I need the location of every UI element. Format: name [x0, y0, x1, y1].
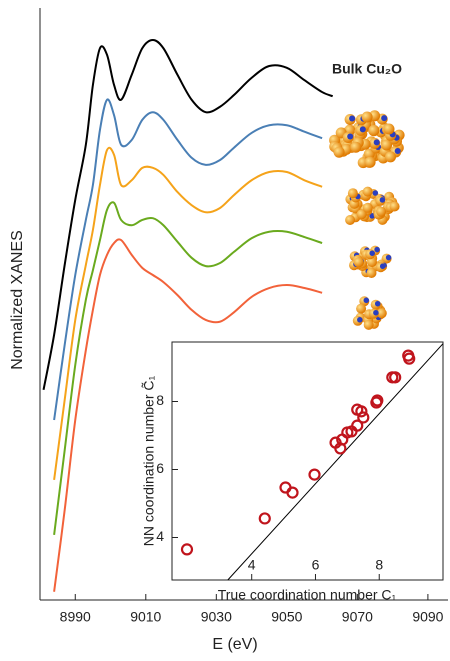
- cu-atom: [354, 257, 364, 267]
- o-atom: [357, 317, 363, 323]
- x-tick-label: 4: [248, 557, 256, 573]
- nanoparticles: [329, 110, 405, 330]
- cu-atom: [365, 157, 376, 168]
- inset-y-label: NN coordination number C̃₁: [140, 375, 156, 546]
- x-tick-label: 9070: [342, 609, 373, 625]
- cu-atom: [390, 202, 400, 212]
- y-tick-label: 4: [156, 528, 164, 544]
- y-tick-label: 6: [156, 460, 164, 476]
- o-atom: [373, 310, 379, 316]
- o-atom: [375, 301, 381, 307]
- o-atom: [381, 115, 387, 121]
- cu-atom: [376, 207, 386, 217]
- cu-atom: [368, 125, 379, 136]
- figure: Normalized XANES E (eV) Bulk Cu₂O True c…: [0, 0, 450, 656]
- o-atom: [395, 148, 401, 154]
- cu-atom: [345, 215, 355, 225]
- y-axis-label: Normalized XANES: [9, 230, 26, 370]
- cu-atom: [348, 188, 358, 198]
- x-tick-label: 9010: [130, 609, 161, 625]
- cu-atom: [367, 268, 377, 278]
- x-tick-label: 9050: [271, 609, 302, 625]
- o-atom: [374, 139, 380, 145]
- x-tick-label: 6: [312, 557, 320, 573]
- o-atom: [369, 250, 375, 256]
- o-atom: [349, 115, 355, 121]
- o-atom: [380, 197, 386, 203]
- o-atom: [380, 263, 386, 269]
- cu-atom: [385, 151, 396, 162]
- x-tick-label: 8: [375, 557, 383, 573]
- cu-atom: [384, 124, 395, 135]
- cu-atom: [363, 203, 373, 213]
- cu-atom: [362, 112, 373, 123]
- x-tick-label: 9090: [412, 609, 443, 625]
- o-atom: [347, 133, 353, 139]
- y-tick-label: 8: [156, 392, 164, 408]
- inset-frame: [172, 342, 443, 580]
- o-atom: [374, 247, 380, 253]
- x-axis-label: E (eV): [212, 636, 257, 653]
- cu-atom: [334, 147, 345, 158]
- x-tick-label: 9030: [201, 609, 232, 625]
- o-atom: [360, 126, 366, 132]
- cu-atom: [364, 320, 374, 330]
- x-tick-label: 8990: [60, 609, 91, 625]
- cu-atom: [350, 142, 361, 153]
- o-atom: [364, 298, 370, 304]
- o-atom: [386, 255, 392, 261]
- cu-atom: [363, 187, 373, 197]
- annotation: Bulk Cu₂O: [332, 61, 402, 77]
